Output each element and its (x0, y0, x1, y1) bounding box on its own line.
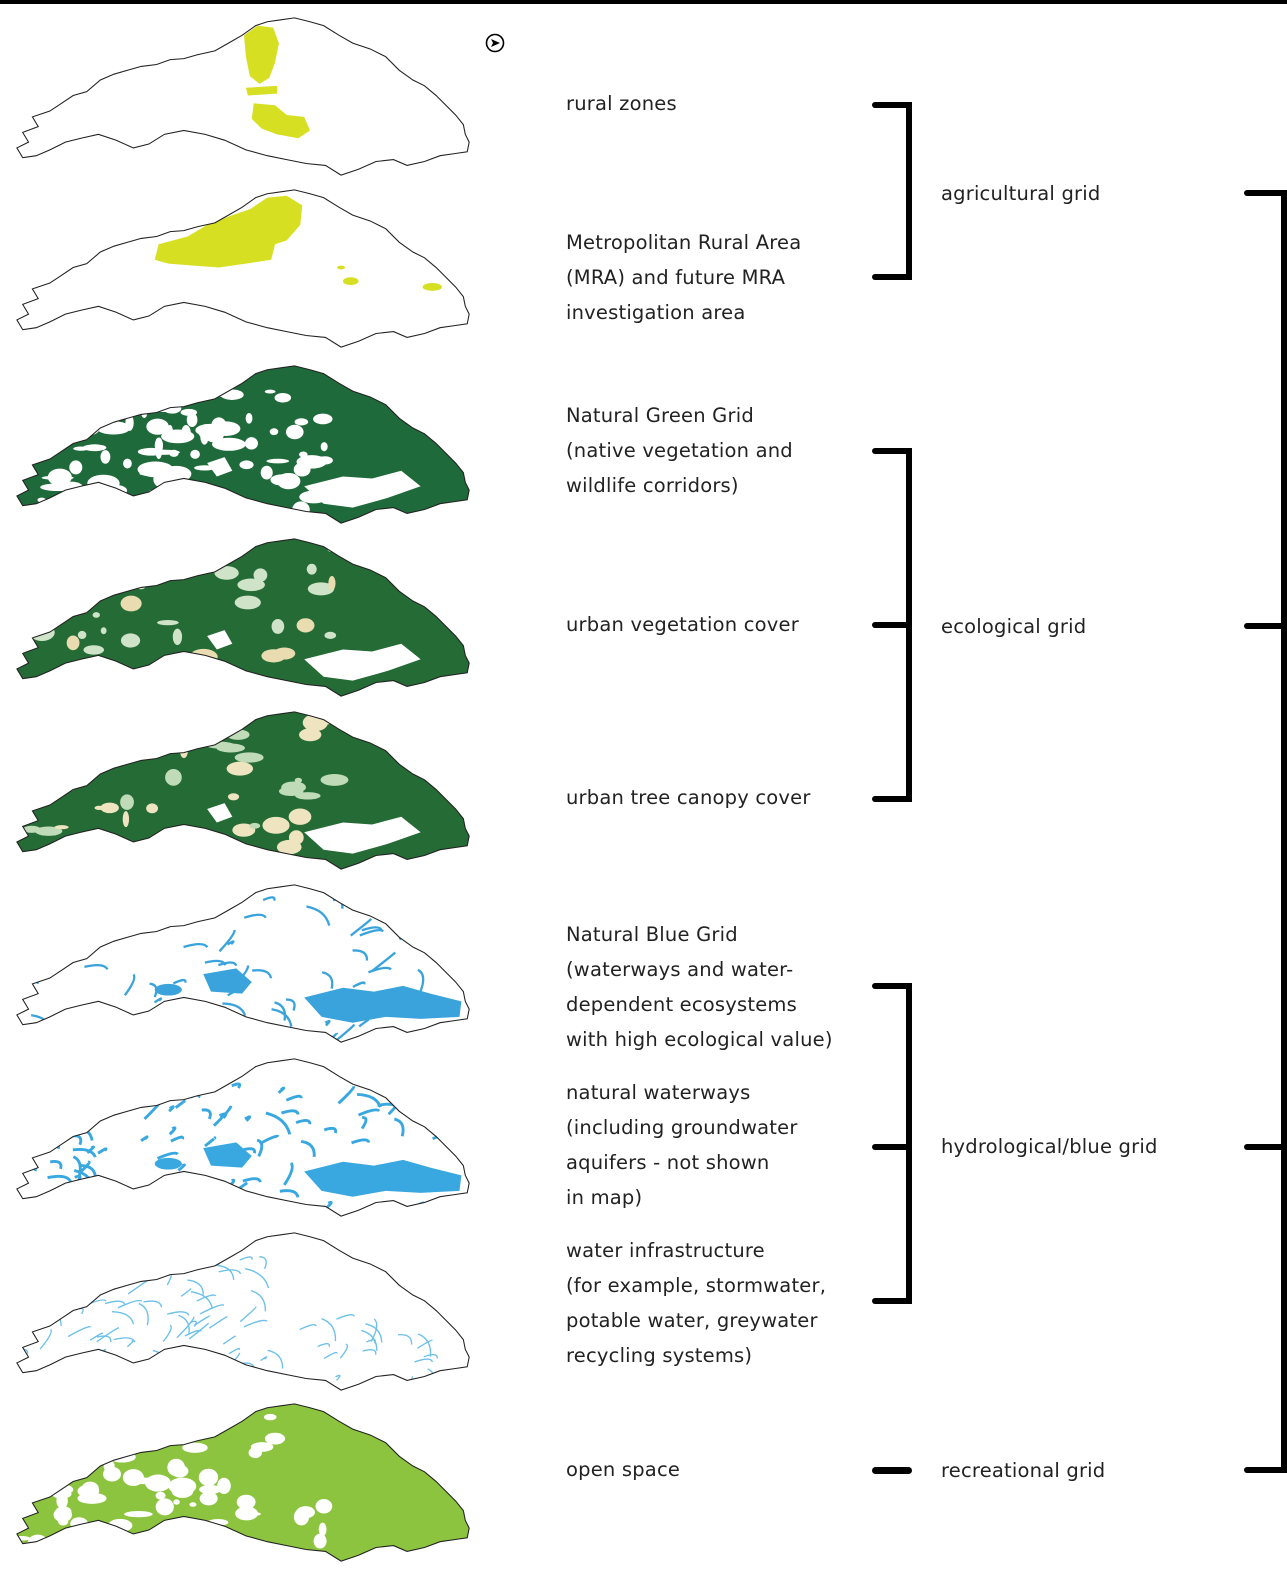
map-open (16, 1403, 470, 1562)
map-waterways (16, 1058, 470, 1217)
layer-label-natural-green-grid: Natural Green Grid (native vegetation an… (566, 404, 793, 497)
map-mra (16, 189, 470, 348)
group-label-agricultural: agricultural grid (941, 182, 1101, 205)
bracket-ecological (872, 448, 912, 802)
layer-label-natural-waterways: natural waterways (including groundwater… (566, 1081, 798, 1209)
layer-label-urban-vegetation: urban vegetation cover (566, 613, 799, 636)
top-rule (0, 0, 1287, 4)
layer-label-natural-blue-grid: Natural Blue Grid (waterways and water- … (566, 923, 833, 1051)
map-green-grid (16, 365, 470, 524)
layer-label-water-infrastructure: water infrastructure (for example, storm… (566, 1239, 827, 1367)
north-arrow-icon (485, 33, 505, 53)
bracket-overall (1244, 190, 1287, 1473)
map-veg (16, 538, 470, 697)
map-canopy (16, 711, 470, 870)
layer-label-urban-tree-canopy: urban tree canopy cover (566, 786, 811, 809)
group-label-ecological: ecological grid (941, 615, 1087, 638)
layer-label-rural-zones: rural zones (566, 92, 677, 115)
bracket-agricultural (872, 102, 912, 280)
bracket-hydrological (872, 983, 912, 1304)
layer-label-open-space: open space (566, 1458, 681, 1481)
group-label-recreational: recreational grid (941, 1459, 1106, 1482)
map-blue-grid (16, 884, 470, 1043)
map-infra (16, 1232, 470, 1391)
map-rural (16, 17, 470, 176)
dash-recreational (872, 1467, 912, 1474)
layer-label-mra: Metropolitan Rural Area (MRA) and future… (566, 231, 802, 324)
group-label-hydrological: hydrological/blue grid (941, 1135, 1158, 1158)
